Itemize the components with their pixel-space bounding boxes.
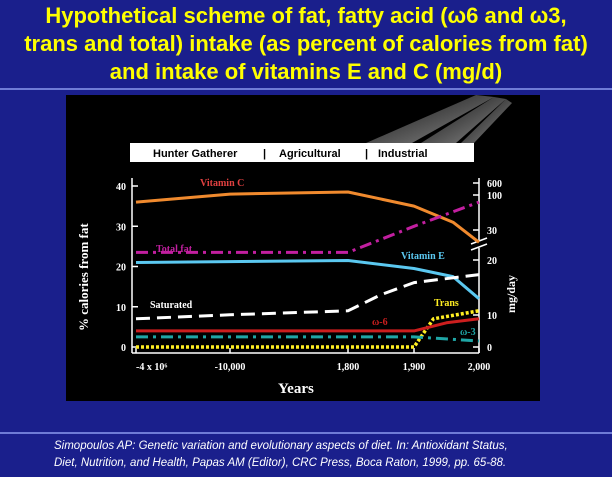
series-label-saturated: Saturated — [150, 300, 193, 311]
series-line-omega-3 — [136, 335, 480, 343]
series-label-vitamin-e: Vitamin E — [401, 251, 445, 262]
y-right-tick-label: 0 — [487, 343, 492, 354]
axis-break-gap — [473, 240, 485, 248]
x-tick-label: 1,900 — [403, 362, 426, 373]
y-right-tick-label: 20 — [487, 256, 497, 267]
y-left-tick-label: 30 — [116, 222, 126, 233]
series-label-omega3: ω-3 — [460, 327, 476, 338]
axis-break-mark — [470, 243, 488, 251]
era-separator: | — [365, 148, 368, 160]
chart-svg: Hunter Gatherer | Agricultural | Industr… — [76, 95, 518, 397]
title-line-3: and intake of vitamins E and C (mg/d) — [109, 59, 503, 84]
series-label-omega6: ω-6 — [372, 317, 388, 328]
series-label-vitamin-c: Vitamin C — [200, 178, 244, 189]
y-right-tick-label: 30 — [487, 226, 497, 237]
y-right-tick-label: 10 — [487, 311, 497, 322]
series-line-total-fat — [136, 200, 480, 254]
slide-title: Hypothetical scheme of fat, fatty acid (… — [0, 2, 612, 86]
y-axis-right-label: mg/day — [504, 275, 518, 313]
chart-figure: Hunter Gatherer | Agricultural | Industr… — [66, 95, 540, 401]
spotlight-beam — [421, 97, 506, 143]
spotlight-beam — [366, 95, 494, 143]
y-left-tick-label: 20 — [116, 263, 126, 274]
era-separator: | — [263, 148, 266, 160]
top-divider — [0, 88, 612, 90]
y-axis-left-label: % calories from fat — [76, 223, 91, 331]
x-tick-label: -4 x 10⁶ — [136, 362, 167, 373]
x-axis-ticks: -4 x 10⁶ -10,000 1,800 1,900 2,000 — [135, 348, 491, 373]
x-tick-label: 1,800 — [337, 362, 360, 373]
left-axis-ticks: 0 10 20 30 40 — [116, 182, 138, 354]
series-label-trans: Trans — [434, 298, 459, 309]
era-label-agricultural: Agricultural — [279, 148, 341, 160]
x-tick-label: -10,000 — [215, 362, 246, 373]
series-label-total-fat: Total fat — [156, 244, 193, 255]
spotlight-beams — [366, 95, 512, 143]
title-line-2: trans and total) intake (as percent of c… — [24, 31, 588, 56]
bottom-divider — [0, 432, 612, 434]
era-label-hunter-gatherer: Hunter Gatherer — [153, 148, 238, 160]
x-axis-label: Years — [278, 381, 314, 397]
spotlight-beam — [461, 99, 512, 143]
series-lines — [135, 190, 480, 349]
y-left-tick-label: 10 — [116, 303, 126, 314]
axes — [131, 178, 480, 354]
era-banner: Hunter Gatherer | Agricultural | Industr… — [130, 143, 474, 162]
citation: Simopoulos AP: Genetic variation and evo… — [54, 438, 594, 472]
title-line-1: Hypothetical scheme of fat, fatty acid (… — [45, 3, 567, 28]
y-right-tick-label: 600 — [487, 179, 502, 190]
era-banner-box — [130, 143, 474, 162]
citation-line-2: Diet, Nutrition, and Health, Papas AM (E… — [54, 457, 507, 469]
y-right-tick-label: 100 — [487, 191, 502, 202]
series-line-vitamin-c — [135, 190, 480, 244]
x-tick-label: 2,000 — [468, 362, 491, 373]
citation-line-1: Simopoulos AP: Genetic variation and evo… — [54, 440, 508, 452]
y-left-tick-label: 0 — [121, 343, 126, 354]
era-label-industrial: Industrial — [378, 148, 428, 160]
series-line-saturated — [135, 273, 480, 321]
series-line-omega-6 — [136, 317, 480, 333]
y-left-tick-label: 40 — [116, 182, 126, 193]
series-line-trans — [136, 309, 480, 349]
series-line-vitamin-e — [135, 259, 480, 300]
